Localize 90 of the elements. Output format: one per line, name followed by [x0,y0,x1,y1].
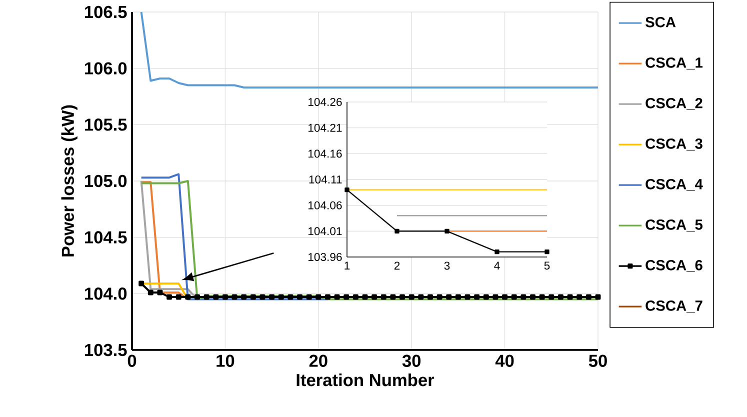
x-tick-label: 30 [402,354,421,367]
point [418,294,424,300]
x-tick-label: 50 [588,354,607,367]
point [455,294,461,300]
x-tick-label: 0 [128,354,136,367]
y-tick-label: 104.06 [308,201,342,210]
point [316,294,322,300]
y-tick-label: 104.16 [308,150,342,158]
legend-label: CSCA_5 [646,219,703,232]
point [352,294,358,300]
point [334,294,340,300]
point [394,228,400,234]
y-tick-label: 106.0 [85,62,127,74]
point [474,294,480,300]
y-axis-title: Power losses (kW) [61,105,78,256]
point [260,294,266,300]
y-tick-label: 104.11 [309,175,342,184]
point [241,294,247,300]
point [222,294,228,300]
point [372,294,378,300]
x-tick-label: 10 [216,354,234,367]
point [428,294,433,300]
point [444,228,450,234]
point [544,249,550,254]
point [483,294,489,300]
point [492,294,498,300]
point [464,294,470,300]
x-tick-label: 5 [544,262,550,270]
x-tick-label: 1 [344,262,350,270]
legend-label: SCA [645,16,676,28]
point [344,187,350,192]
x-tick-label: 4 [494,262,500,270]
point [297,294,302,300]
legend-label: CSCA_4 [646,178,703,191]
point [539,294,545,300]
point [232,294,238,300]
point [400,294,406,300]
x-tick-label: 40 [495,354,514,367]
point [324,294,330,300]
y-tick-label: 104.26 [308,98,342,106]
point [595,294,601,300]
y-tick-label: 104.5 [85,231,127,244]
point [204,294,210,300]
point [194,294,200,300]
point [138,280,144,286]
point [176,294,182,300]
point [576,294,582,300]
point [446,294,452,300]
legend-label: CSCA_1 [646,57,703,70]
point [288,294,294,300]
point [306,294,312,300]
point [380,294,386,300]
legend-label: CSCA_6 [646,260,702,272]
x-tick-label: 3 [444,262,450,270]
legend-label: CSCA_7 [646,300,702,313]
y-tick-label: 105.0 [85,174,127,188]
point [278,294,284,300]
point [344,294,350,300]
y-tick-label: 103.5 [85,344,127,356]
point [390,294,396,300]
point [148,290,154,296]
point [213,294,219,300]
point [166,294,172,300]
point [558,294,564,300]
point [548,294,554,300]
point [502,294,508,300]
point [362,294,368,300]
point [520,294,526,300]
x-axis-title: Iteration Number [296,373,434,386]
legend-label: CSCA_3 [646,138,702,150]
point [408,294,414,300]
point [567,294,573,300]
point [250,294,256,300]
x-tick-label: 20 [309,354,328,367]
y-tick-label: 105.5 [85,118,127,131]
point [269,294,275,300]
y-tick-label: 106.5 [85,6,127,18]
legend-label: CSCA_2 [646,98,702,110]
y-tick-label: 103.96 [308,252,342,261]
y-tick-label: 104.21 [308,124,342,132]
point [185,294,191,300]
point [530,294,536,300]
x-tick-label: 2 [394,262,400,270]
point [157,290,163,296]
point [586,294,592,300]
point [436,294,442,300]
point [511,294,517,300]
y-tick-label: 104.01 [308,227,342,236]
point [494,249,500,254]
y-tick-label: 104.0 [85,288,127,300]
